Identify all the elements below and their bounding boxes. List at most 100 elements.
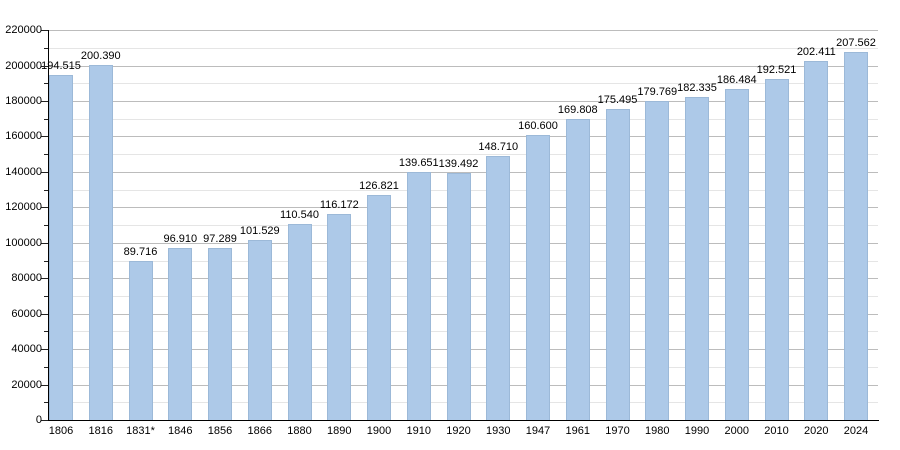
bar-2010 xyxy=(764,78,789,420)
bar-value-label: 169.808 xyxy=(557,104,598,116)
bar-2024 xyxy=(844,52,868,420)
bar-value-label: 160.600 xyxy=(518,120,558,133)
major-gridline xyxy=(48,30,878,31)
bar-1846 xyxy=(168,248,193,420)
y-axis-tick xyxy=(44,83,48,85)
minor-gridline xyxy=(48,118,878,120)
y-axis-tick xyxy=(41,278,48,280)
y-axis-tick xyxy=(41,30,48,31)
bar-1961 xyxy=(565,119,590,420)
bar-value-label: 202.411 xyxy=(796,46,836,59)
minor-gridline xyxy=(48,83,878,85)
y-tick-label: 20000 xyxy=(11,378,42,391)
bar-1910 xyxy=(406,172,431,420)
bar-1930 xyxy=(486,156,511,420)
x-axis xyxy=(48,420,879,421)
bar-1831* xyxy=(128,261,153,420)
bar-1890 xyxy=(327,214,352,420)
x-tick-label: 1947 xyxy=(525,425,551,437)
x-tick-label: 1831* xyxy=(126,425,155,437)
bar-value-label: 179.769 xyxy=(637,86,678,99)
y-axis-tick xyxy=(41,207,48,209)
bar-value-label: 194.515 xyxy=(41,60,81,73)
bar-value-label: 96.910 xyxy=(163,233,198,246)
bar-1900 xyxy=(367,195,391,420)
bar-value-label: 126.821 xyxy=(359,180,399,193)
bar-value-label: 182.335 xyxy=(677,81,717,94)
bar-1920 xyxy=(446,172,471,420)
x-tick-label: 1961 xyxy=(565,425,591,437)
y-axis xyxy=(48,30,49,421)
bar-1856 xyxy=(208,247,232,420)
x-tick-label: 1980 xyxy=(645,425,670,437)
x-tick-label: 1990 xyxy=(684,425,710,437)
x-tick-label: 2020 xyxy=(804,425,829,437)
y-axis-tick xyxy=(44,295,48,297)
bar-value-label: 192.521 xyxy=(756,63,797,76)
bar-1990 xyxy=(685,96,709,420)
bar-1980 xyxy=(645,101,670,420)
major-gridline xyxy=(48,100,878,102)
y-axis-tick xyxy=(44,260,48,262)
bar-value-label: 175.495 xyxy=(597,93,638,106)
x-tick-label: 1970 xyxy=(605,425,630,437)
y-axis-tick xyxy=(41,65,48,67)
y-tick-label: 180000 xyxy=(5,94,42,107)
minor-gridline xyxy=(48,47,878,49)
y-tick-label: 200000 xyxy=(5,59,42,72)
x-tick-label: 1880 xyxy=(287,425,312,437)
major-gridline xyxy=(48,171,878,173)
y-tick-label: 120000 xyxy=(5,201,42,214)
bar-value-label: 110.540 xyxy=(280,209,319,221)
y-axis-tick xyxy=(41,171,48,173)
bar-value-label: 148.710 xyxy=(478,141,519,154)
y-axis-tick xyxy=(41,100,48,102)
x-tick-label: 1816 xyxy=(88,425,114,437)
bar-value-label: 139.492 xyxy=(438,157,479,170)
bar-2020 xyxy=(804,61,829,420)
bar-1806 xyxy=(49,75,73,420)
minor-gridline xyxy=(48,154,878,156)
x-tick-label: 1866 xyxy=(247,425,273,437)
y-axis-tick xyxy=(44,118,48,120)
bar-value-label: 186.484 xyxy=(716,74,757,87)
x-tick-label: 2010 xyxy=(764,425,789,437)
y-axis-tick xyxy=(44,331,48,333)
y-tick-label: 40000 xyxy=(11,343,42,356)
x-tick-label: 2024 xyxy=(843,425,869,437)
y-axis-tick xyxy=(41,136,48,138)
bar-value-label: 116.172 xyxy=(319,199,359,212)
y-tick-label: 160000 xyxy=(5,130,42,143)
x-tick-label: 1900 xyxy=(366,425,392,437)
y-axis-tick xyxy=(41,349,48,351)
y-axis-tick xyxy=(44,402,48,404)
bar-1816 xyxy=(88,64,113,420)
y-axis-tick xyxy=(41,242,48,244)
x-tick-label: 1806 xyxy=(48,425,74,437)
plot-area: 194.515 200.390 89.716 96.910 97.289 101.529 1… xyxy=(41,30,878,420)
y-axis-tick xyxy=(41,384,48,386)
bar-2000 xyxy=(724,89,749,420)
bar-1947 xyxy=(526,135,550,420)
y-axis-tick xyxy=(41,313,48,315)
y-tick-label: 60000 xyxy=(11,307,42,320)
x-tick-label: 1856 xyxy=(207,425,233,437)
major-gridline xyxy=(48,136,878,138)
bar-value-label: 139.651 xyxy=(398,157,439,170)
x-tick-label: 1910 xyxy=(406,425,432,437)
y-axis-tick xyxy=(44,366,48,368)
bar-value-label: 89.716 xyxy=(123,246,158,258)
x-tick-label: 1890 xyxy=(327,425,352,437)
y-axis-tick xyxy=(44,225,48,226)
y-axis-tick xyxy=(44,154,48,156)
bar-value-label: 101.529 xyxy=(239,225,280,237)
x-tick-label: 1846 xyxy=(168,425,193,437)
y-tick-label: 0 xyxy=(35,414,42,426)
y-axis-tick xyxy=(44,189,48,191)
bar-1970 xyxy=(605,108,630,420)
x-tick-label: 2000 xyxy=(724,425,750,437)
bar-1880 xyxy=(287,224,312,420)
bar-value-label: 97.289 xyxy=(203,232,237,245)
x-tick-label: 1930 xyxy=(486,425,511,437)
bar-1866 xyxy=(247,240,272,420)
